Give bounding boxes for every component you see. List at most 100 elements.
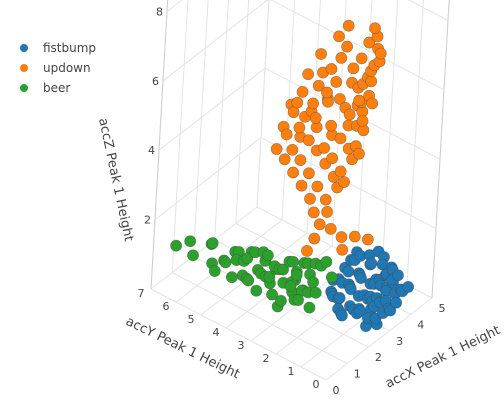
point-updown	[311, 180, 324, 193]
point-beer	[287, 255, 300, 268]
legend-item-updown[interactable]: updown	[18, 58, 96, 78]
x-tick-label: 4	[417, 318, 424, 331]
legend: fistbump updown beer	[18, 38, 96, 98]
z-tick-label: 2	[144, 214, 151, 227]
back-wall-gridline	[256, 0, 270, 208]
point-beer	[290, 269, 303, 281]
point-updown	[347, 62, 360, 75]
point-updown	[321, 206, 333, 218]
point-beer	[325, 271, 338, 284]
point-fistbump	[365, 257, 378, 270]
z-tick-label: 8	[156, 5, 163, 18]
legend-label-beer: beer	[43, 81, 71, 95]
tick-labels: 0 1 2 3 4 5 0 1 2 3 4 5 6 7 2 4 6 8	[138, 5, 446, 397]
point-beer	[184, 235, 197, 248]
point-fistbump	[392, 269, 404, 282]
back-wall-gridline	[158, 67, 266, 151]
point-beer	[187, 249, 199, 262]
point-fistbump	[390, 296, 403, 309]
point-updown	[296, 85, 309, 98]
floor-gridline	[275, 271, 383, 355]
point-fistbump	[355, 272, 367, 284]
y-tick-label: 5	[188, 313, 195, 326]
point-updown	[333, 93, 346, 105]
point-updown	[287, 166, 300, 179]
box-edge	[150, 0, 169, 290]
point-updown	[280, 128, 293, 141]
point-fistbump	[384, 304, 397, 317]
point-updown	[366, 97, 379, 110]
side-wall-gridline	[281, 0, 296, 221]
point-beer	[284, 280, 297, 293]
legend-label-updown: updown	[43, 61, 91, 75]
floor-gridline	[171, 272, 348, 365]
floor-gridline	[150, 206, 258, 290]
point-updown	[335, 231, 348, 243]
z-axis-title: accZ Peak 1 Height	[95, 117, 136, 243]
x-tick-label: 3	[396, 335, 403, 348]
point-updown	[321, 86, 333, 99]
point-updown	[342, 19, 355, 32]
legend-item-beer[interactable]: beer	[18, 78, 96, 98]
point-updown	[343, 108, 356, 121]
x-tick-label: 1	[354, 368, 361, 381]
point-updown	[270, 143, 283, 155]
point-updown	[335, 52, 348, 64]
floor-gridline	[150, 288, 327, 381]
point-updown	[338, 176, 350, 188]
box-edge	[431, 0, 450, 299]
point-updown	[325, 63, 338, 75]
point-updown	[374, 47, 387, 60]
point-updown	[353, 94, 365, 107]
legend-marker-beer	[20, 84, 28, 92]
side-wall-gridline	[381, 0, 399, 273]
point-updown	[356, 115, 369, 127]
y-tick-label: 6	[163, 300, 170, 313]
point-updown	[353, 147, 365, 160]
point-updown	[333, 30, 345, 43]
legend-marker-fistbump	[20, 44, 28, 52]
point-updown	[313, 218, 326, 231]
point-beer	[241, 252, 254, 265]
point-beer	[307, 276, 319, 289]
y-tick-label: 3	[238, 339, 245, 352]
x-tick-label: 2	[375, 351, 382, 364]
point-beer	[208, 265, 221, 277]
point-fistbump	[402, 281, 415, 293]
side-wall-gridline	[331, 0, 347, 247]
point-updown	[278, 153, 291, 166]
point-updown	[325, 119, 338, 132]
point-updown	[309, 112, 322, 124]
floor-gridline	[325, 297, 433, 381]
point-updown	[307, 97, 319, 110]
y-tick-label: 0	[313, 378, 320, 391]
point-updown	[361, 233, 374, 246]
point-beer	[206, 237, 219, 249]
point-updown	[355, 52, 368, 65]
point-updown	[295, 179, 308, 192]
point-updown	[341, 40, 353, 53]
point-beer	[292, 294, 304, 306]
back-wall-gridline	[192, 0, 209, 257]
point-beer	[250, 284, 263, 297]
y-tick-label: 2	[263, 352, 270, 365]
back-wall-gridline	[154, 137, 262, 220]
y-tick-label: 7	[138, 287, 145, 300]
point-updown	[304, 192, 316, 205]
point-fistbump	[333, 292, 346, 304]
point-updown	[326, 152, 339, 165]
legend-label-fistbump: fistbump	[43, 41, 97, 55]
floor-gridline	[250, 258, 358, 342]
point-beer	[170, 239, 183, 252]
y-tick-label: 1	[288, 365, 295, 378]
legend-item-fistbump[interactable]: fistbump	[18, 38, 96, 58]
point-updown	[365, 75, 378, 88]
back-wall-gridline	[166, 0, 183, 12]
point-beer	[262, 249, 274, 262]
point-updown	[334, 165, 347, 178]
point-updown	[334, 132, 347, 145]
point-beer	[266, 288, 278, 301]
y-axis-title: accY Peak 1 Height	[123, 314, 242, 382]
point-updown	[291, 96, 304, 109]
